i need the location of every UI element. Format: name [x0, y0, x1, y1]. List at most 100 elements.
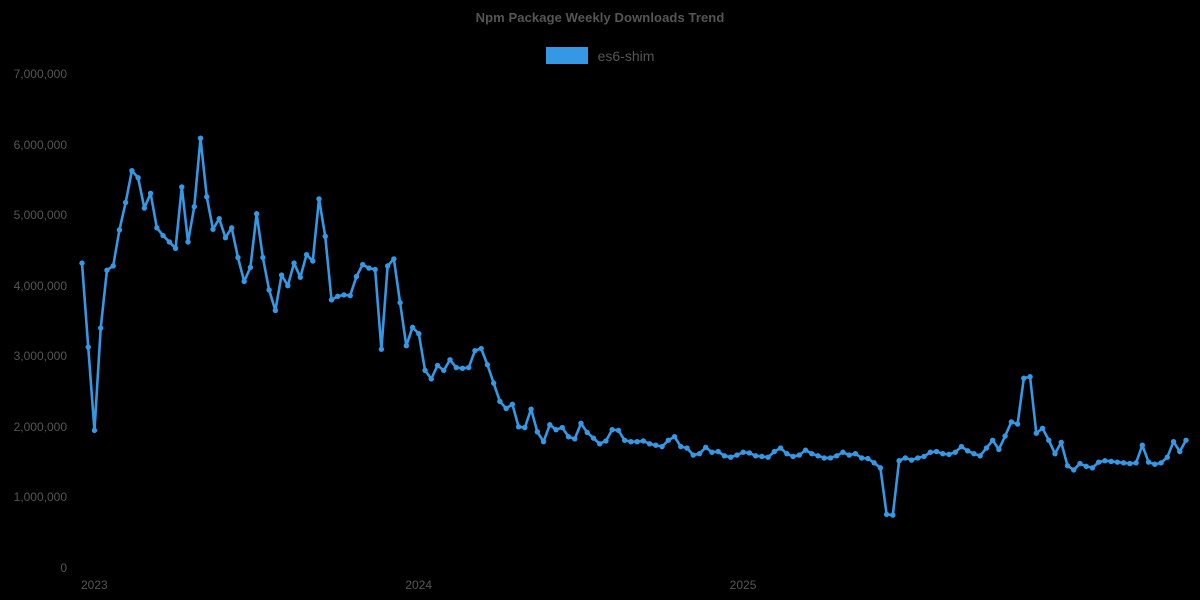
data-point	[1158, 460, 1164, 466]
data-point	[534, 429, 541, 435]
data-point	[784, 450, 790, 457]
data-point	[834, 453, 840, 459]
legend-label: es6-shim	[597, 47, 655, 64]
data-point	[160, 232, 166, 239]
data-point	[740, 449, 746, 455]
data-point	[671, 434, 678, 440]
y-axis-tick-label: 7,000,000	[13, 67, 67, 81]
data-point	[609, 426, 615, 433]
data-point	[285, 283, 291, 289]
data-point	[771, 448, 778, 455]
data-point	[222, 235, 229, 241]
data-point	[278, 272, 285, 278]
series-line-es6-shim	[80, 136, 1188, 517]
data-point	[166, 239, 173, 245]
data-point	[603, 438, 609, 444]
data-point	[154, 225, 160, 231]
data-point	[921, 453, 927, 460]
chart-title: Npm Package Weekly Downloads Trend	[475, 10, 725, 25]
data-point	[1120, 460, 1127, 466]
data-point	[1052, 450, 1058, 457]
data-point	[690, 452, 696, 458]
data-point	[228, 225, 235, 231]
data-point	[952, 449, 958, 455]
data-point	[441, 367, 447, 374]
data-point	[191, 203, 197, 210]
data-point	[958, 443, 965, 450]
data-point	[116, 227, 123, 233]
data-point	[1089, 465, 1096, 471]
y-axis-tick-label: 1,000,000	[13, 490, 67, 505]
data-point	[509, 401, 516, 407]
data-point	[927, 449, 933, 455]
data-point	[341, 292, 347, 298]
data-point	[877, 465, 884, 471]
data-point	[659, 443, 665, 450]
data-point	[1102, 458, 1108, 464]
data-point	[640, 438, 647, 444]
data-point	[1077, 460, 1083, 467]
data-point	[1027, 374, 1033, 380]
data-point	[235, 254, 241, 261]
data-point	[584, 429, 590, 436]
data-point	[703, 444, 709, 451]
data-point	[902, 455, 909, 461]
data-point	[403, 343, 410, 349]
data-point	[840, 449, 846, 455]
data-point	[179, 184, 185, 190]
data-point	[366, 265, 372, 271]
data-point	[522, 424, 528, 431]
data-point	[253, 211, 260, 217]
data-point	[578, 420, 584, 427]
data-point	[335, 293, 341, 299]
data-point	[197, 135, 204, 141]
data-point	[896, 458, 902, 464]
data-point	[266, 287, 272, 293]
data-point	[865, 455, 871, 462]
data-point	[1095, 459, 1102, 465]
data-point	[391, 256, 397, 262]
data-point	[328, 297, 335, 303]
data-point	[790, 453, 796, 460]
data-point	[846, 452, 852, 458]
data-point	[646, 441, 653, 447]
data-point	[260, 254, 266, 261]
data-point	[110, 263, 116, 269]
data-point	[1127, 460, 1133, 467]
data-point	[989, 437, 996, 443]
data-point	[1152, 461, 1158, 467]
data-point	[727, 454, 734, 460]
data-point	[1064, 462, 1071, 469]
data-point	[1033, 430, 1040, 436]
x-axis-tick-label: 2025	[729, 578, 757, 592]
series-markers-es6-shim	[79, 135, 1189, 518]
data-point	[1177, 448, 1183, 455]
data-point	[665, 437, 672, 443]
data-point	[347, 292, 353, 299]
data-point	[1014, 421, 1021, 427]
data-point	[752, 453, 759, 459]
data-point	[409, 324, 416, 331]
data-point	[940, 450, 946, 457]
legend-item-es6-shim[interactable]: es6-shim	[545, 47, 655, 64]
data-point	[1133, 460, 1139, 466]
data-point	[434, 362, 441, 369]
data-point	[104, 267, 110, 273]
data-point	[634, 438, 640, 445]
data-point	[765, 454, 771, 460]
data-point	[709, 449, 715, 455]
data-point	[1071, 467, 1077, 473]
data-point	[777, 445, 784, 451]
data-point	[871, 460, 877, 466]
data-point	[310, 258, 316, 264]
data-point	[416, 331, 422, 337]
data-point	[216, 215, 222, 222]
data-point	[1002, 433, 1008, 439]
data-point	[809, 450, 815, 457]
data-point	[983, 445, 990, 451]
data-point	[890, 512, 896, 518]
data-point	[1083, 463, 1089, 470]
data-point	[515, 424, 522, 430]
